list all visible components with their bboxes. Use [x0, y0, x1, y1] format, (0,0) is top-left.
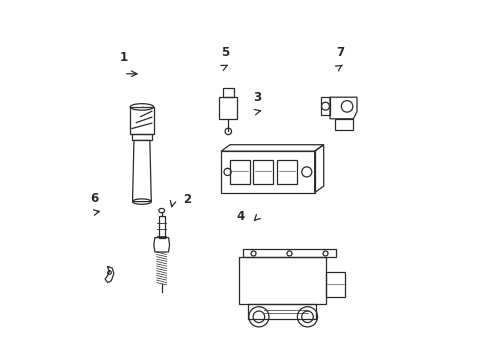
Text: 4: 4: [236, 210, 244, 222]
Text: 5: 5: [220, 46, 228, 59]
Text: 3: 3: [252, 91, 261, 104]
Text: 2: 2: [183, 193, 191, 206]
Text: 6: 6: [90, 192, 98, 204]
Text: 1: 1: [120, 51, 128, 64]
Text: 7: 7: [335, 46, 343, 59]
